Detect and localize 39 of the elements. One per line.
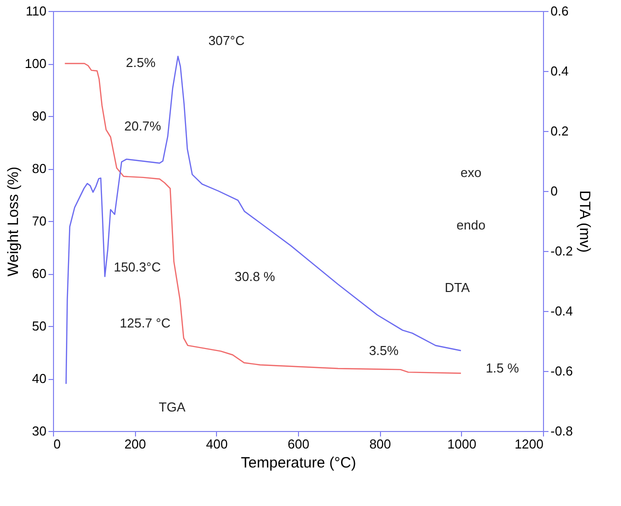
annotation: 307°C: [208, 32, 245, 48]
y2-axis-title: DTA (mv): [576, 190, 593, 253]
x-tick-label: 1000: [447, 436, 476, 452]
y-tick-label: 30: [32, 424, 46, 438]
y2-tick-label: -0.6: [550, 364, 573, 378]
x-tick-label: 0: [54, 436, 61, 452]
y-tick-label: 40: [32, 371, 46, 386]
x-tick-label: 800: [369, 436, 392, 452]
annotation: 20.7%: [124, 118, 162, 134]
y2-tick-label: 0.2: [550, 124, 569, 138]
y2-tick-label: 0: [550, 184, 558, 198]
annotation: exo: [460, 165, 482, 180]
annotation: endo: [456, 218, 486, 233]
x-tick-label: 1200: [514, 436, 544, 452]
x-tick-label: 400: [206, 436, 228, 452]
y2-tick-label: -0.4: [550, 304, 573, 318]
annotation: 30.8 %: [234, 268, 276, 284]
y2-tick-label: 0.6: [550, 4, 569, 18]
y-tick-label: 100: [24, 56, 46, 71]
y2-tick-label: -0.2: [550, 244, 573, 258]
x-axis-title: Temperature (°C): [240, 454, 356, 472]
x-tick-label: 200: [124, 436, 146, 452]
annotation: TGA: [158, 399, 186, 414]
y-tick-label: 60: [32, 266, 46, 281]
y-axis-title: Weight Loss (%): [4, 166, 22, 276]
annotation: 1.5 %: [486, 360, 520, 376]
x-tick-label: 600: [288, 436, 310, 452]
annotation: 150.3°C: [114, 260, 161, 275]
annotation: 3.5%: [368, 342, 399, 358]
annotation: 2.5%: [126, 55, 156, 70]
y-tick-label: 70: [32, 214, 46, 228]
y-tick-label: 80: [32, 161, 46, 176]
annotation: 125.7 °C: [120, 315, 170, 330]
y-tick-label: 110: [26, 4, 46, 18]
y2-tick-label: -0.8: [550, 424, 573, 438]
y-tick-label: 90: [32, 108, 46, 124]
annotation: DTA: [444, 280, 470, 296]
y-tick-label: 50: [32, 318, 46, 334]
y2-tick-label: 0.4: [550, 64, 569, 78]
